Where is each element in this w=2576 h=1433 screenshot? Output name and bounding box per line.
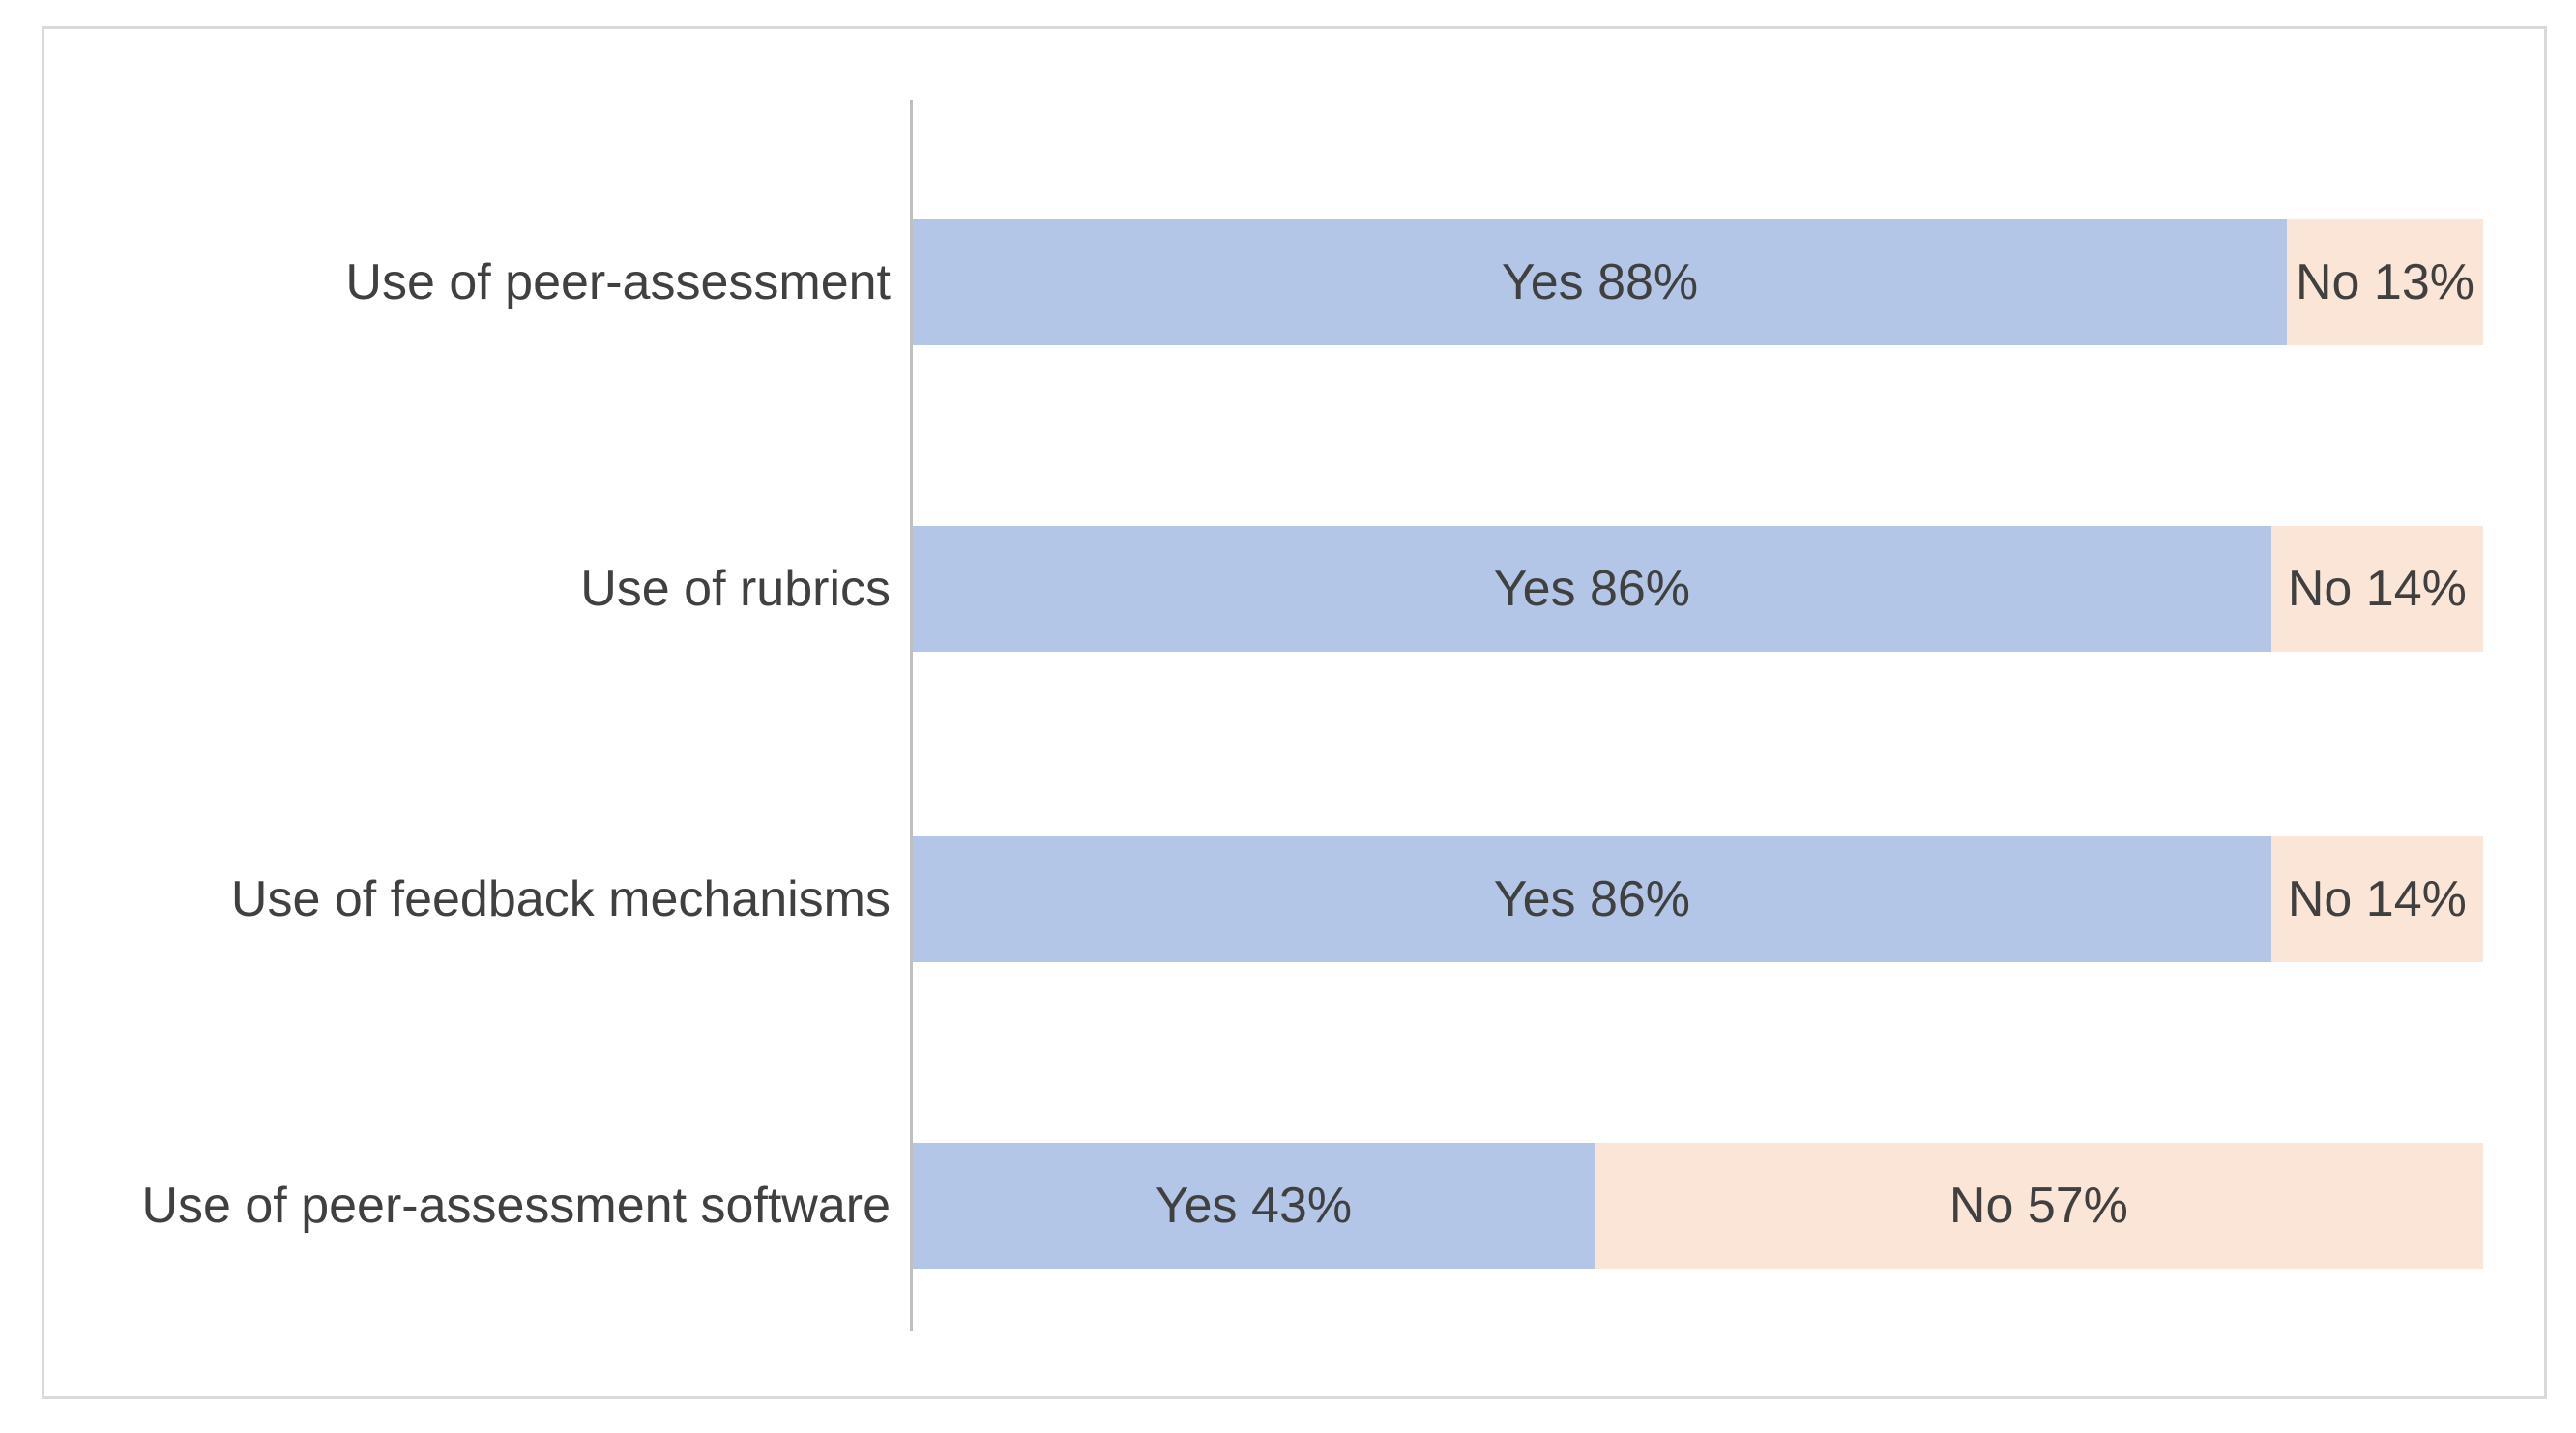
segment-label-yes: Yes 88% <box>1501 254 1699 310</box>
bar-segment-yes: Yes 86% <box>913 836 2271 962</box>
bar-segment-no: No 14% <box>2270 526 2483 652</box>
category-label: Use of peer-assessment <box>345 254 891 310</box>
segment-label-no: No 14% <box>2287 871 2467 927</box>
bar-segment-yes: Yes 43% <box>913 1143 1595 1269</box>
segment-label-no: No 14% <box>2287 561 2467 617</box>
category-label: Use of rubrics <box>580 561 891 617</box>
bar-segment-no: No 14% <box>2270 836 2483 962</box>
chart-frame: Use of peer-assessment Yes 88% No 13% Us… <box>42 26 2547 1399</box>
stacked-bar: Yes 86% No 14% <box>913 836 2483 962</box>
bar-segment-yes: Yes 86% <box>913 526 2271 652</box>
y-axis-line <box>910 100 913 1331</box>
segment-label-yes: Yes 86% <box>1493 561 1691 617</box>
category-label: Use of feedback mechanisms <box>230 871 891 927</box>
segment-label-no: No 57% <box>1948 1178 2128 1234</box>
segment-label-yes: Yes 43% <box>1155 1178 1353 1234</box>
bar-segment-no: No 13% <box>2287 219 2483 345</box>
segment-label-yes: Yes 86% <box>1493 871 1691 927</box>
stacked-bar: Yes 88% No 13% <box>913 219 2483 345</box>
segment-label-no: No 13% <box>2296 254 2474 310</box>
bar-segment-no: No 57% <box>1594 1143 2483 1269</box>
stacked-bar: Yes 43% No 57% <box>913 1143 2483 1269</box>
category-label: Use of peer-assessment software <box>141 1178 891 1234</box>
stacked-bar: Yes 86% No 14% <box>913 526 2483 652</box>
bar-segment-yes: Yes 88% <box>913 219 2287 345</box>
